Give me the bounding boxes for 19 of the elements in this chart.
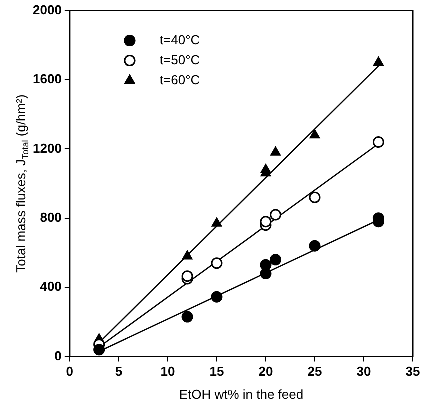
legend-label: t=60°C [160, 72, 200, 88]
y-tick-label: 2000 [33, 2, 62, 18]
x-tick-label: 20 [258, 364, 274, 380]
y-axis-title: Total mass fluxes, JTotal (g/hm²) [14, 94, 30, 273]
y-tick-label: 1200 [33, 140, 62, 156]
x-tick-label: 25 [308, 364, 322, 380]
x-tick-label: 5 [115, 364, 123, 380]
x-tick-label: 30 [356, 364, 372, 380]
legend-label: t=40°C [160, 32, 200, 48]
y-tick-label: 0 [54, 348, 62, 364]
x-tick-label: 0 [66, 364, 74, 380]
y-tick-label: 1600 [33, 72, 62, 87]
x-axis-title: EtOH wt% in the feed [179, 386, 304, 402]
x-tick-label: 35 [406, 364, 420, 380]
x-tick-label: 15 [210, 364, 224, 380]
legend-label: t=50°C [160, 52, 200, 68]
y-tick-label: 400 [40, 279, 62, 294]
x-tick-label: 10 [160, 364, 176, 380]
y-tick-label: 800 [40, 210, 62, 225]
